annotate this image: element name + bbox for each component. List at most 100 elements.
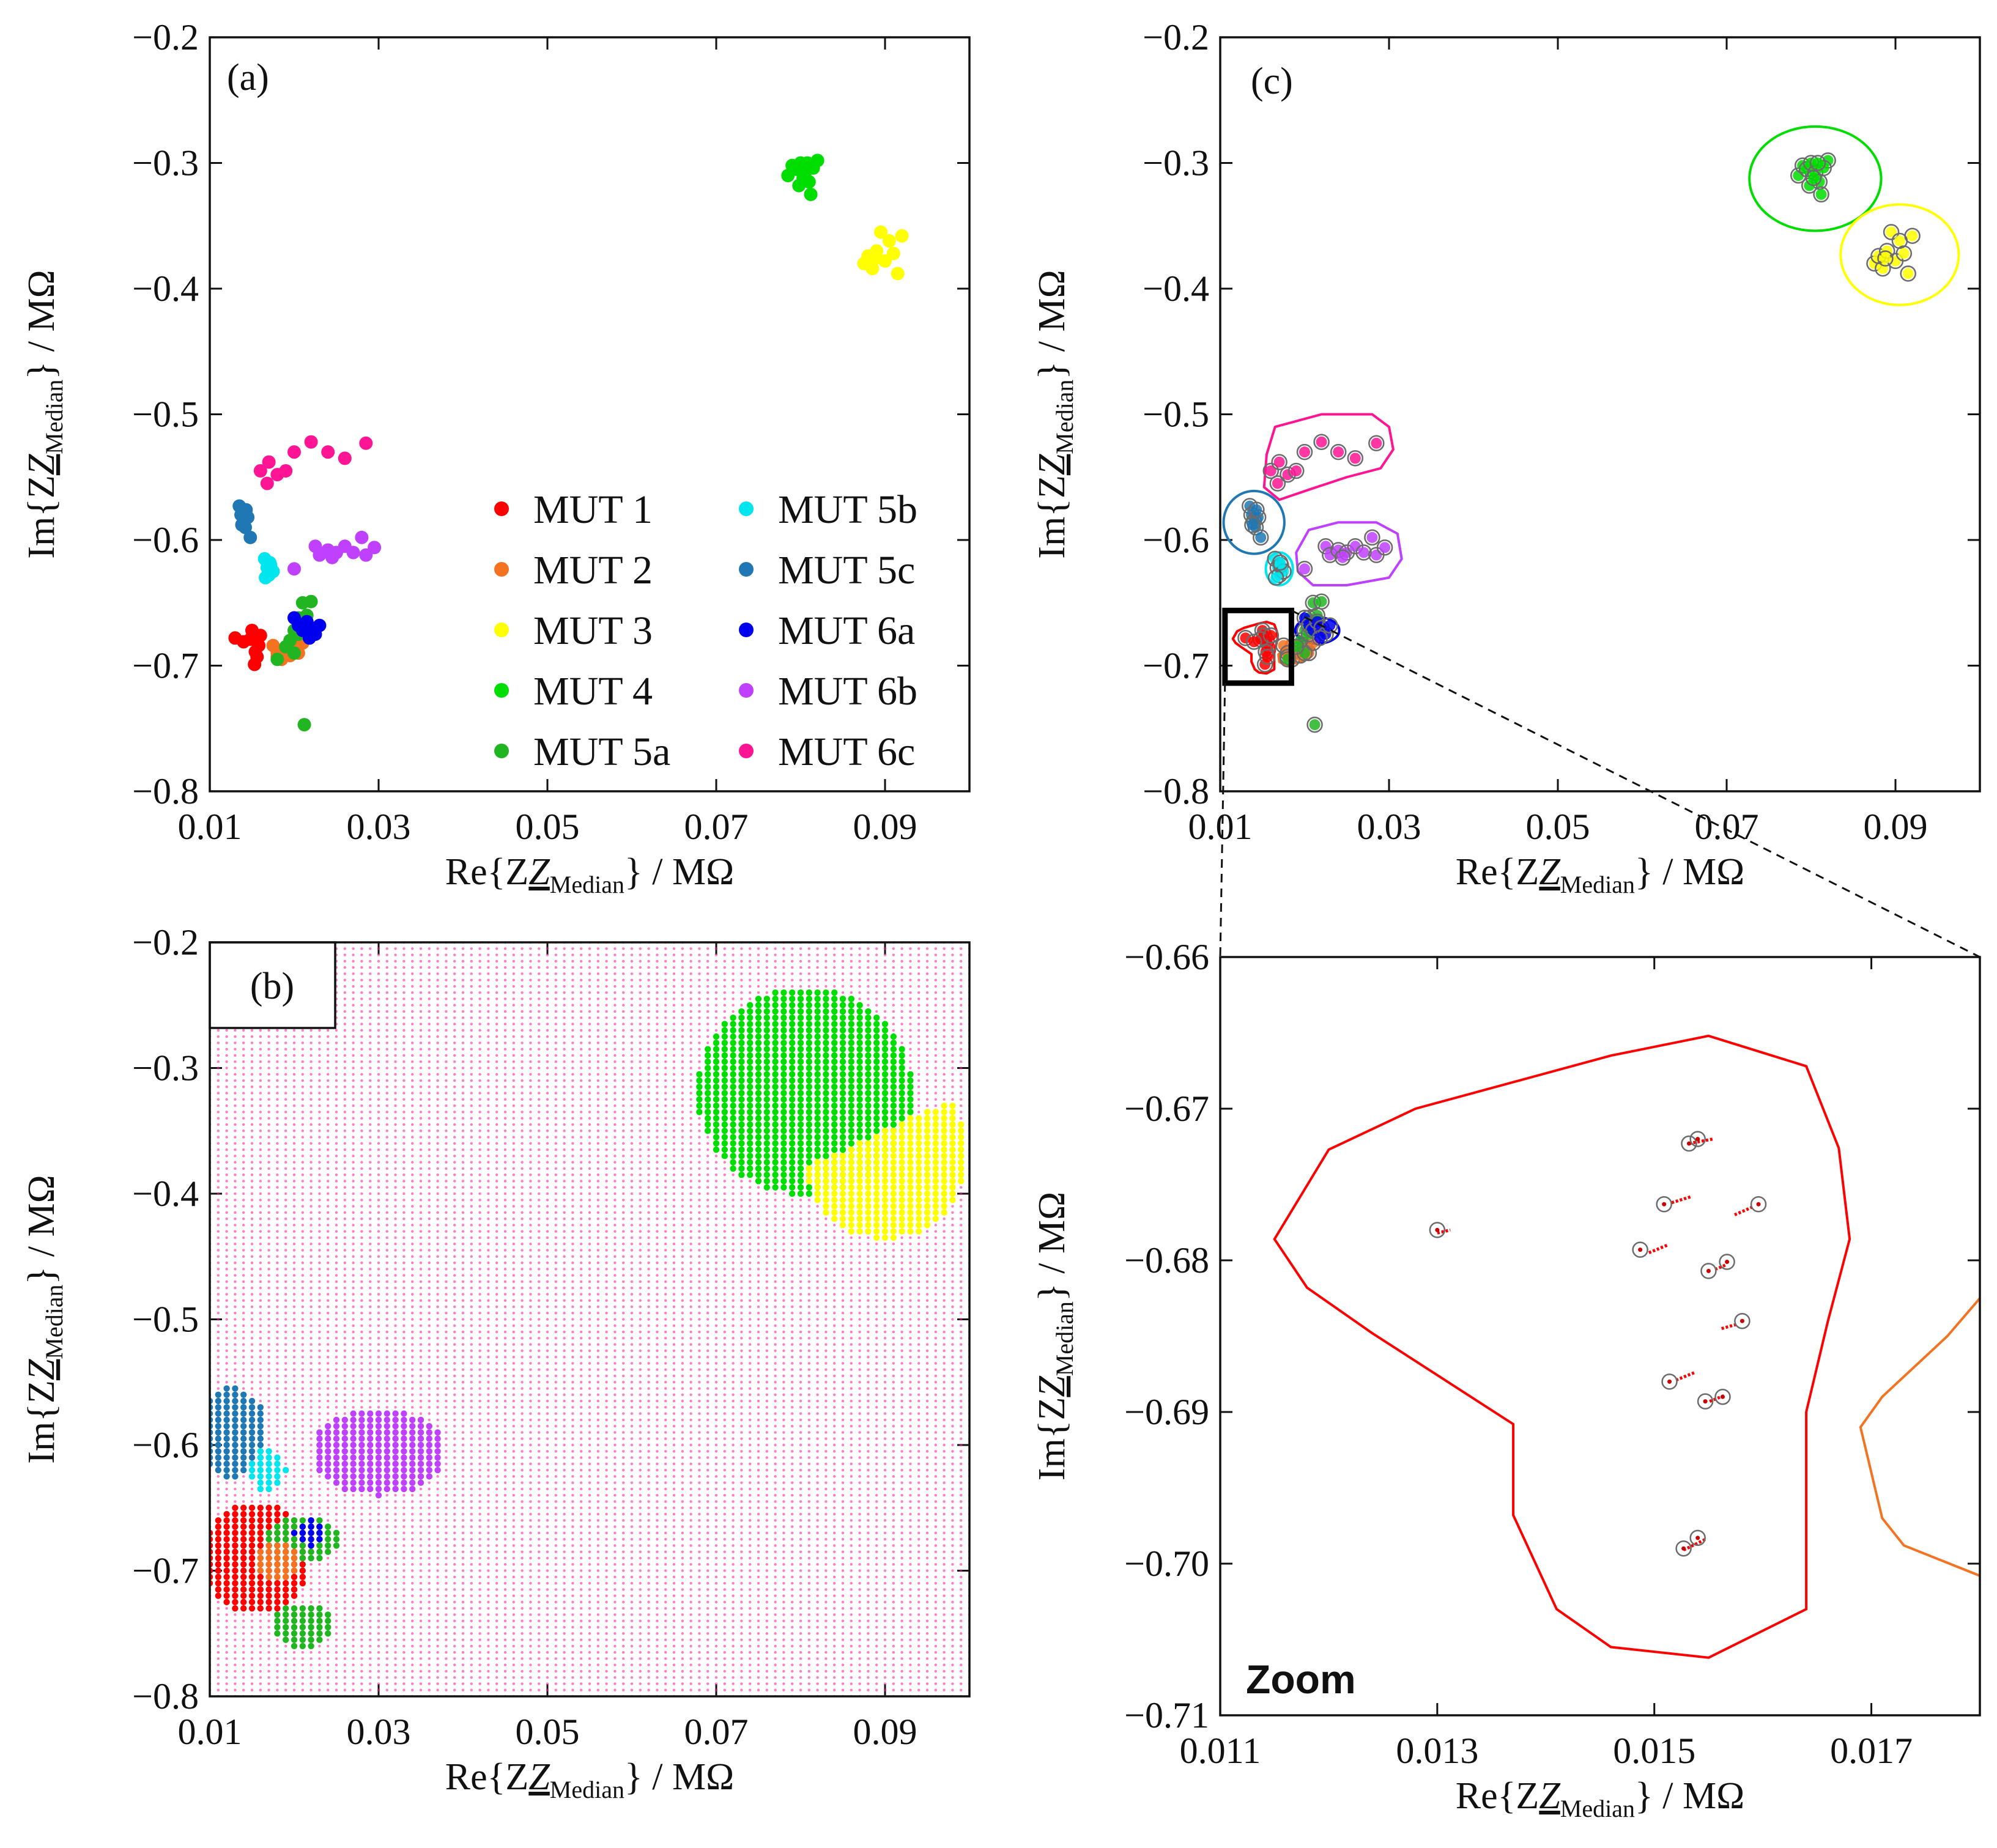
marker-ring — [1280, 651, 1296, 668]
frame-zoom — [1219, 956, 1981, 1717]
data-point-mut-5a — [279, 640, 293, 654]
marker-ring — [1364, 529, 1380, 546]
data-point-mut-1 — [1248, 636, 1260, 648]
axis-label-prefix: Re{Z — [445, 851, 529, 893]
y-axis-label: Im{ZZMedian} / MΩ — [21, 270, 68, 558]
axes-c: 0.01 0.03 0.05 0.07 0.09 −0.2 −0.3 −0.4 −0.5 −0.6… — [1031, 17, 1980, 898]
sample-trace — [1714, 1263, 1727, 1271]
region-mut-5c — [210, 1385, 264, 1480]
data-point-mut-5a — [297, 718, 311, 732]
plot-area-zoom — [1273, 1034, 1980, 1659]
data-point-mut-6c — [1265, 465, 1276, 476]
y-tick-label: −0.3 — [132, 1048, 199, 1088]
marker-ring — [1719, 1254, 1735, 1270]
y-tick-label: −0.2 — [132, 17, 199, 57]
marker-ring — [1883, 224, 1900, 240]
marker-ring — [1267, 569, 1284, 586]
data-point-mut-6b — [1358, 547, 1369, 558]
axis-label-symbol: Z — [528, 851, 550, 893]
y-tick-label: −0.5 — [1143, 394, 1209, 435]
axis-label-symbol: Z — [21, 1359, 62, 1380]
marker-ring — [1675, 1540, 1692, 1557]
marker-ring — [1813, 186, 1829, 203]
data-point-mut-6c — [338, 451, 352, 465]
x-tick-label: 0.03 — [1357, 807, 1421, 847]
marker-ring — [1904, 227, 1921, 244]
data-point-mut-4 — [1808, 172, 1820, 184]
x-tick-label: 0.07 — [684, 807, 749, 847]
data-point-mut-4 — [804, 187, 818, 201]
legend-marker — [494, 562, 509, 577]
data-point-mut-5a — [304, 594, 318, 608]
data-point-mut-3 — [1902, 268, 1914, 279]
data-point-mut-5b — [259, 571, 273, 585]
x-tick-label: 0.013 — [1396, 1731, 1478, 1771]
axis-label-subscript: Median — [40, 1285, 68, 1359]
y-tick-label: −0.3 — [132, 143, 199, 183]
plot-area-b — [210, 942, 969, 1696]
axis-label-symbol: Z — [21, 454, 62, 475]
y-axis-label: Im{ZZMedian} / MΩ — [1031, 270, 1078, 558]
data-point-mut-6a — [1314, 632, 1325, 644]
data-point-mut-5c — [243, 530, 257, 544]
marker-ring — [1697, 1393, 1714, 1410]
marker-ring — [1700, 1263, 1717, 1279]
marker-ring — [1244, 517, 1261, 533]
marker-ring — [1313, 434, 1330, 450]
x-tick-label: 0.05 — [1526, 807, 1590, 847]
marker-ring — [1269, 475, 1286, 492]
legend-label: MUT 1 — [533, 487, 653, 532]
y-tick-label: −0.5 — [132, 394, 199, 435]
y-tick-label: −0.2 — [132, 922, 199, 963]
data-point-mut-6b — [1299, 563, 1310, 575]
data-point-mut-5b — [1270, 572, 1282, 583]
region-mut-5b — [248, 1448, 289, 1493]
frame-c — [1219, 36, 1981, 793]
axis-label-unit: } / MΩ — [1031, 1192, 1073, 1301]
axis-label-symbol: Z — [1031, 1376, 1073, 1397]
x-axis-label: Re{ZZMedian} / MΩ — [1456, 1775, 1744, 1822]
region-mut-2 — [257, 1542, 298, 1580]
y-tick-label: −0.4 — [132, 268, 199, 309]
region-mut-6a — [291, 1517, 323, 1549]
legend-marker — [494, 744, 509, 758]
data-point-mut-3 — [1886, 226, 1897, 238]
marker-ring — [1632, 1241, 1648, 1258]
x-tick-label: 0.05 — [516, 807, 580, 847]
marker-ring — [1656, 1196, 1672, 1213]
marker-ring — [1368, 435, 1385, 452]
y-tick-label: −0.6 — [132, 1425, 199, 1465]
x-tick-label: 0.09 — [853, 1712, 917, 1752]
axis-label-unit: } / MΩ — [21, 1175, 62, 1284]
data-point-mut-1 — [1262, 651, 1273, 663]
marker-ring — [1689, 1131, 1706, 1147]
boundary-mut-6c — [1262, 413, 1395, 501]
sample-trace — [1734, 1205, 1753, 1216]
axis-label-prefix: Im{Z — [1031, 1397, 1073, 1481]
plot-area-a — [228, 153, 909, 732]
region-mut-4 — [696, 989, 914, 1197]
axis-label-subscript: Median — [1051, 1301, 1078, 1376]
data-point-mut-1 — [1695, 1137, 1700, 1142]
data-point-mut-3 — [868, 251, 882, 265]
x-tick-label: 0.07 — [1695, 807, 1759, 847]
marker-ring — [1296, 443, 1313, 460]
legend-label: MUT 3 — [533, 608, 653, 653]
marker-ring — [1900, 265, 1916, 282]
marker-ring — [1306, 716, 1323, 733]
y-tick-label: −0.3 — [1143, 143, 1209, 183]
marker-ring — [1245, 634, 1262, 650]
data-point-mut-5a — [1309, 719, 1321, 731]
data-point-mut-5c — [1255, 531, 1267, 543]
data-point-mut-6b — [355, 530, 369, 544]
marker-ring — [1248, 501, 1265, 518]
x-tick-label: 0.03 — [347, 807, 411, 847]
axis-label-subscript: Median — [550, 1776, 624, 1803]
legend-marker — [739, 623, 754, 637]
data-point-mut-6c — [287, 445, 301, 459]
axis-label-symbol: Z — [528, 1756, 550, 1798]
legend-marker — [494, 623, 509, 637]
data-point-mut-1 — [1706, 1268, 1711, 1273]
axis-label-symbol: Z — [1031, 454, 1073, 475]
marker-ring — [1376, 539, 1393, 556]
